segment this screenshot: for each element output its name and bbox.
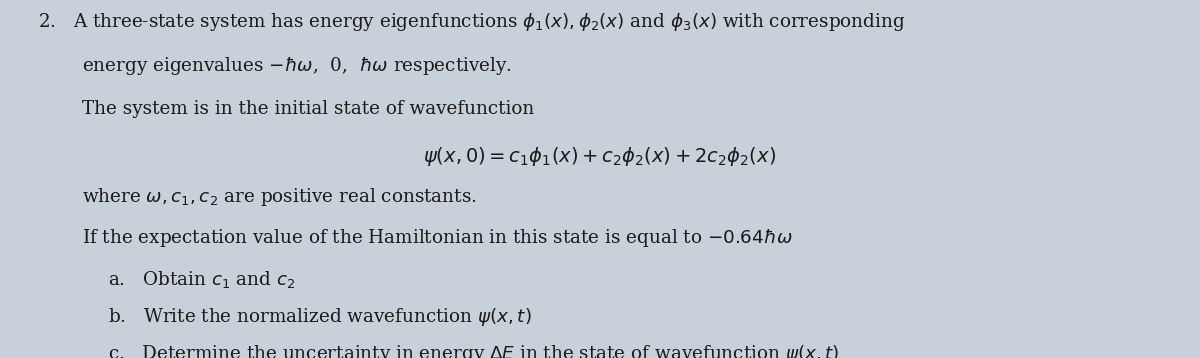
Text: 2.   A three-state system has energy eigenfunctions $\phi_1(x), \phi_2(x)$ and $: 2. A three-state system has energy eigen… [38,11,906,33]
Text: If the expectation value of the Hamiltonian in this state is equal to $-0.64\hba: If the expectation value of the Hamilton… [82,227,792,249]
Text: energy eigenvalues $-\hbar\omega$,  0,  $\hbar\omega$ respectively.: energy eigenvalues $-\hbar\omega$, 0, $\… [82,55,511,77]
Text: c.   Determine the uncertainty in energy $\Delta E$ in the state of wavefunction: c. Determine the uncertainty in energy $… [108,343,840,358]
Text: $\psi(x, 0) = c_1\phi_1(x) + c_2\phi_2(x) + 2c_2\phi_2(x)$: $\psi(x, 0) = c_1\phi_1(x) + c_2\phi_2(x… [424,145,776,168]
Text: a.   Obtain $c_1$ and $c_2$: a. Obtain $c_1$ and $c_2$ [108,269,295,290]
Text: b.   Write the normalized wavefunction $\psi(x, t)$: b. Write the normalized wavefunction $\p… [108,306,532,328]
Text: The system is in the initial state of wavefunction: The system is in the initial state of wa… [82,100,534,118]
Text: where $\omega, c_1, c_2$ are positive real constants.: where $\omega, c_1, c_2$ are positive re… [82,186,476,208]
